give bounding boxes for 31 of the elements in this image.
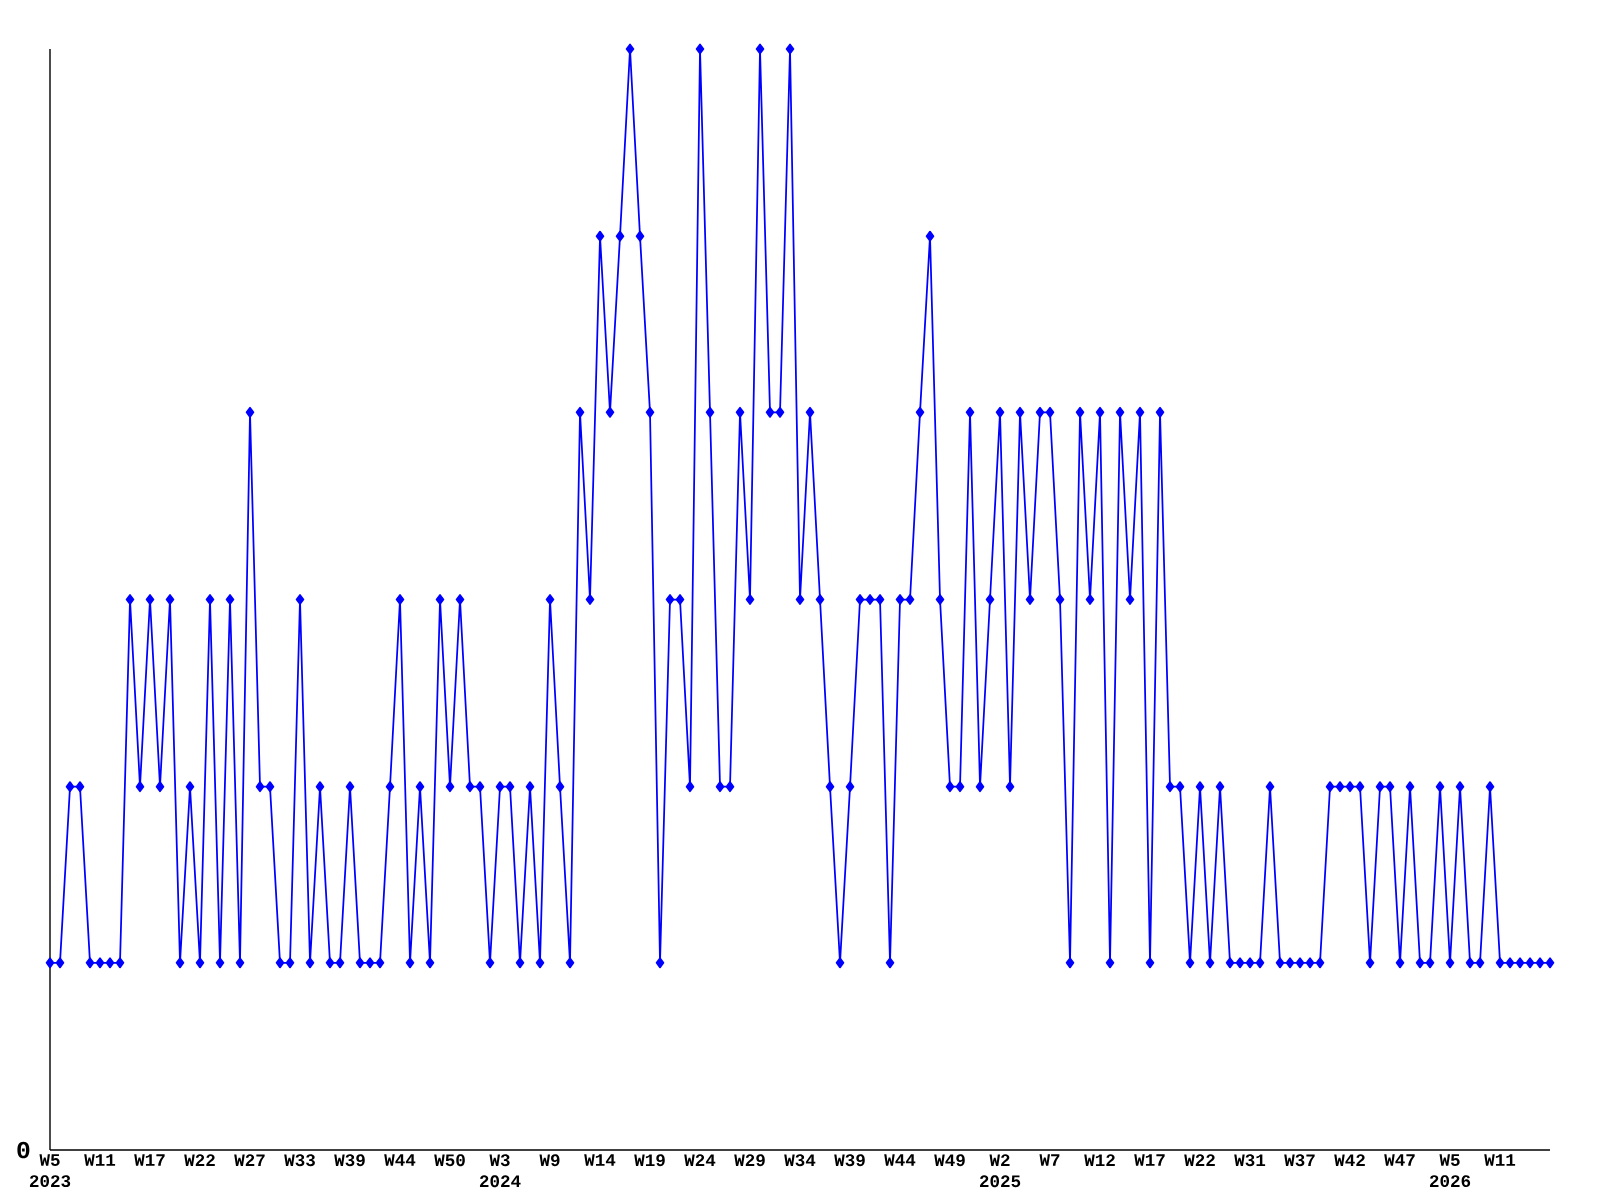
x-tick-label: W11 (1484, 1154, 1516, 1166)
x-tick-label: W34 (784, 1154, 816, 1167)
x-tick-label: W42 (1334, 1154, 1365, 1166)
x-tick-label: W47 (1384, 1154, 1415, 1166)
x-tick-label: W22 (1184, 1154, 1215, 1166)
x-tick-label: W33 (284, 1154, 315, 1167)
x-tick-label: W44 (384, 1154, 416, 1166)
x-tick-label: W5 2026 (1429, 1154, 1471, 1188)
x-tick-label: W19 (634, 1154, 665, 1167)
x-tick-label: W39 (334, 1154, 365, 1167)
x-tick-label: W3 2024 (479, 1154, 521, 1188)
x-tick-label: W12 (1084, 1154, 1115, 1166)
x-tick-label: W29 (734, 1154, 765, 1167)
x-tick-label: W2 2025 (979, 1154, 1021, 1188)
x-tick-label: W5 2023 (29, 1154, 71, 1188)
x-tick-label: W14 (584, 1154, 616, 1166)
x-tick-label: W17 (134, 1154, 165, 1166)
x-tick-label: W44 (884, 1154, 916, 1166)
x-tick-label: W31 (1234, 1154, 1266, 1167)
x-tick-label: W7 (1039, 1154, 1060, 1166)
x-tick-label: W17 (1134, 1154, 1165, 1166)
x-tick-label: W22 (184, 1154, 215, 1166)
x-tick-label: W24 (684, 1154, 716, 1166)
text: 0 (17, 1141, 30, 1159)
x-tick-label: W11 (84, 1154, 116, 1166)
x-tick-label: W37 (1284, 1154, 1315, 1167)
x-tick-label: W50 (434, 1154, 465, 1167)
x-tick-label: W9 (539, 1154, 560, 1167)
x-tick-label: W39 (834, 1154, 865, 1167)
x-tick-label: W49 (934, 1154, 965, 1167)
x-tick-label: W27 (234, 1154, 265, 1166)
